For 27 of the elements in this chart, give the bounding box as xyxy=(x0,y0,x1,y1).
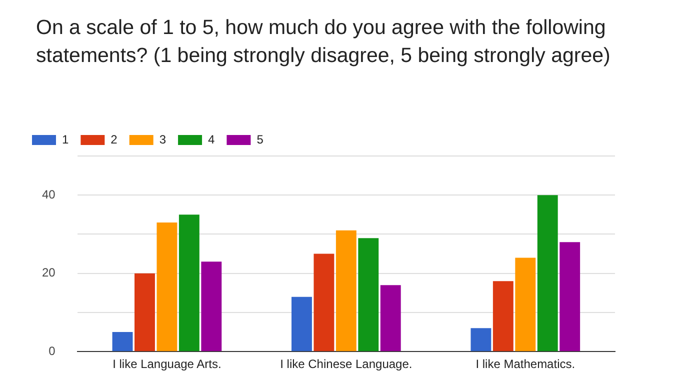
bar xyxy=(156,222,178,352)
bar xyxy=(537,195,558,352)
legend-label: 2 xyxy=(110,132,118,146)
bar xyxy=(112,332,133,352)
x-tick-label: I like Mathematics. xyxy=(476,357,576,372)
bar xyxy=(134,273,155,352)
bar xyxy=(515,258,536,352)
bar xyxy=(336,230,356,352)
bar xyxy=(380,285,401,352)
x-tick-label: I like Language Arts. xyxy=(112,357,222,372)
bar xyxy=(292,296,312,352)
bar xyxy=(358,238,379,352)
legend-label: 3 xyxy=(159,132,166,146)
bar xyxy=(470,328,492,352)
y-tick-label: 40 xyxy=(42,187,56,202)
bar xyxy=(178,214,200,352)
bar xyxy=(560,242,580,352)
chart-title: On a scale of 1 to 5, how much do you agree with the following statements? (1 being strongly disagree, 5 being strongly agree) xyxy=(36,15,612,69)
bar xyxy=(492,281,514,352)
bar xyxy=(314,254,334,352)
bar xyxy=(201,262,222,352)
y-tick-label: 0 xyxy=(48,344,56,358)
legend-label: 1 xyxy=(62,132,69,146)
legend-label: 4 xyxy=(208,132,216,146)
y-tick-label: 20 xyxy=(42,266,56,280)
x-tick-label: I like Chinese Language. xyxy=(280,357,412,372)
legend-label: 5 xyxy=(256,132,264,146)
